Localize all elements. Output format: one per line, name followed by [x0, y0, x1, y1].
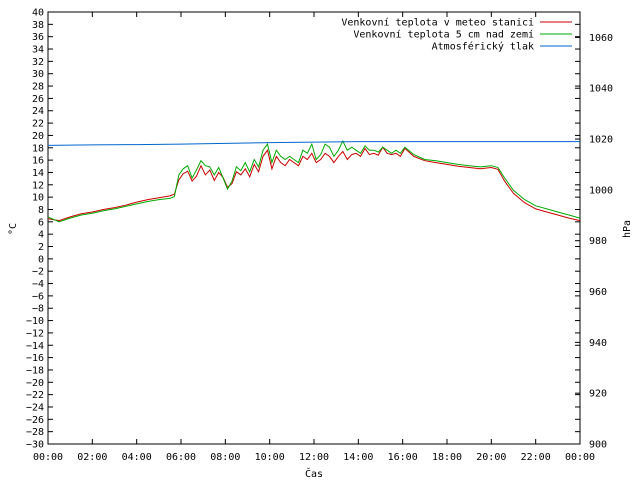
y-tick-label: 16 — [32, 156, 44, 167]
y2-tick-label: 900 — [589, 440, 607, 451]
y-tick-label: −4 — [32, 279, 44, 290]
y-axis-label: °C — [8, 223, 19, 235]
y-tick-label: 32 — [32, 57, 44, 68]
x-tick-label: 06:00 — [166, 452, 196, 463]
x-tick-label: 00:00 — [565, 452, 595, 463]
y-tick-label: −18 — [26, 365, 44, 376]
plot-frame — [47, 11, 581, 445]
y-tick-label: 20 — [32, 131, 44, 142]
y-tick-label: 2 — [38, 242, 44, 253]
x-axis-ticks: 00:00 02:00 04:00 06:00 08:00 10:00 12:00 14:00… — [33, 12, 595, 463]
series-layer — [47, 139, 581, 223]
y-tick-label: 24 — [32, 106, 44, 117]
y-tick-label: 12 — [32, 180, 44, 191]
y-tick-label: 22 — [32, 119, 44, 130]
y-tick-label: 36 — [32, 32, 44, 43]
y-axis-ticks: 4038363432302826242220181614121086420−2−… — [26, 8, 580, 451]
y2-tick-label: 1000 — [589, 185, 613, 196]
y-tick-label: 4 — [38, 230, 44, 241]
y-tick-label: −2 — [32, 267, 44, 278]
y-tick-label: −14 — [26, 341, 44, 352]
y-tick-label: 10 — [32, 193, 44, 204]
series-line-0 — [47, 146, 581, 222]
y2-axis-label: hPa — [622, 220, 633, 238]
y-tick-label: −24 — [26, 402, 44, 413]
y2-axis-ticks: 1060 1040 1020 1000 980 960 940 920 900 — [575, 33, 613, 451]
y2-tick-label: 980 — [589, 236, 607, 247]
y-tick-label: 8 — [38, 205, 44, 216]
x-tick-label: 22:00 — [521, 452, 551, 463]
legend-label-0: Venkovní teplota v meteo stanici — [341, 17, 534, 29]
y-tick-label: −12 — [26, 328, 44, 339]
y-tick-label: 14 — [32, 168, 44, 179]
x-tick-label: 00:00 — [33, 452, 63, 463]
y-tick-label: 6 — [38, 217, 44, 228]
x-tick-label: 08:00 — [210, 452, 240, 463]
legend-label-1: Venkovní teplota 5 cm nad zemí — [353, 29, 534, 41]
y-tick-label: −6 — [32, 291, 44, 302]
y-tick-label: −22 — [26, 390, 44, 401]
y-tick-label: −20 — [26, 378, 44, 389]
y-tick-label: −16 — [26, 353, 44, 364]
y-tick-label: 0 — [38, 254, 44, 265]
y-tick-label: −10 — [26, 316, 44, 327]
y2-tick-label: 920 — [589, 389, 607, 400]
y-tick-label: −26 — [26, 415, 44, 426]
x-tick-label: 20:00 — [476, 452, 506, 463]
x-tick-label: 16:00 — [388, 452, 418, 463]
y-tick-label: 38 — [32, 20, 44, 31]
y-tick-label: 18 — [32, 143, 44, 154]
x-tick-label: 18:00 — [432, 452, 462, 463]
y-tick-label: 40 — [32, 8, 44, 19]
y2-tick-label: 1020 — [589, 135, 613, 146]
x-tick-label: 02:00 — [77, 452, 107, 463]
legend-label-2: Atmosférický tlak — [432, 41, 534, 53]
y-tick-label: −28 — [26, 427, 44, 438]
y-tick-label: 34 — [32, 45, 44, 56]
x-tick-label: 04:00 — [122, 452, 152, 463]
x-tick-label: 14:00 — [343, 452, 373, 463]
legend: Venkovní teplota v meteo staniciVenkovní… — [341, 17, 572, 53]
y2-tick-label: 960 — [589, 287, 607, 298]
y-tick-label: 30 — [32, 69, 44, 80]
y2-tick-label: 1040 — [589, 84, 613, 95]
y-tick-label: 28 — [32, 82, 44, 93]
series-line-1 — [47, 139, 581, 223]
y2-tick-label: 1060 — [589, 33, 613, 44]
series-line-2 — [47, 141, 580, 146]
x-tick-label: 12:00 — [299, 452, 329, 463]
y-tick-label: −30 — [26, 440, 44, 451]
x-tick-label: 10:00 — [255, 452, 285, 463]
y2-tick-label: 940 — [589, 338, 607, 349]
x-axis-label: Čas — [305, 467, 323, 480]
y-tick-label: 26 — [32, 94, 44, 105]
y-tick-label: −8 — [32, 304, 44, 315]
